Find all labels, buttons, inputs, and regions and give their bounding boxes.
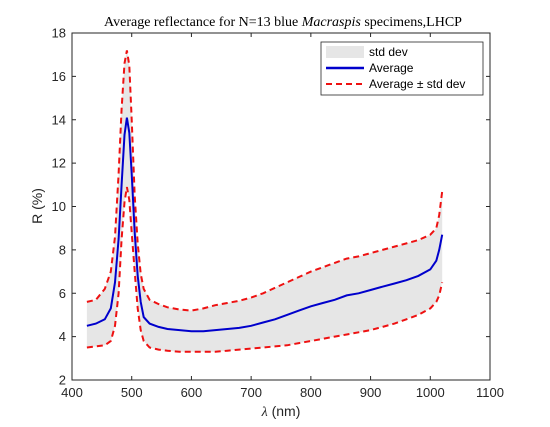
x-tick-label: 600: [181, 385, 203, 400]
std-dev-band: [86, 50, 443, 352]
plot-area: [86, 50, 444, 353]
y-axis-label: R (%): [29, 188, 45, 224]
y-tick-label: 16: [52, 69, 66, 84]
lower-bound-line: [86, 186, 444, 353]
legend-label-average: Average: [369, 61, 414, 75]
upper-bound-line: [86, 50, 444, 312]
x-tick-label: 900: [360, 385, 382, 400]
y-tick-label: 6: [59, 286, 66, 301]
y-tick-label: 2: [59, 373, 66, 388]
y-tick-label: 10: [52, 199, 66, 214]
chart-title: Average reflectance for N=13 blue Macras…: [104, 15, 462, 30]
legend-swatch-std-dev: [326, 46, 364, 58]
y-tick-label: 8: [59, 242, 66, 257]
y-tick-label: 18: [52, 26, 66, 41]
average-line: [86, 117, 444, 333]
y-tick-label: 4: [59, 329, 66, 344]
x-tick-label: 800: [300, 385, 322, 400]
y-tick-label: 14: [52, 112, 66, 127]
legend-label-std-bounds: Average ± std dev: [369, 77, 465, 91]
x-tick-label: 500: [121, 385, 143, 400]
x-tick-label: 1100: [476, 385, 504, 400]
y-tick-label: 12: [52, 156, 66, 171]
x-tick-label: 700: [240, 385, 262, 400]
x-tick-label: 1000: [416, 385, 445, 400]
legend: std dev Average Average ± std dev: [320, 41, 484, 96]
x-axis-label: λ (nm): [261, 403, 301, 420]
x-tick-label: 400: [61, 385, 83, 400]
axis-ticks: 400 500 600 700 800 900 1000 1100 2 4 6 8 10 12 14 16 18: [52, 26, 504, 401]
legend-label-std-dev: std dev: [369, 45, 408, 59]
